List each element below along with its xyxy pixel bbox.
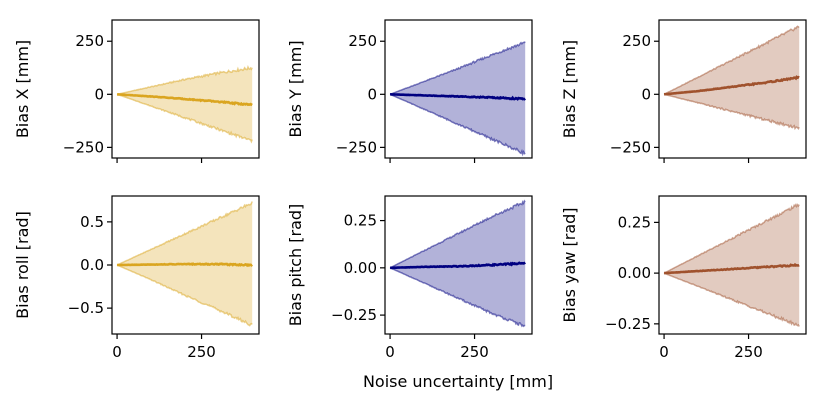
- bias-z-lower-line: [663, 93, 800, 131]
- bias-x-mean-line: [116, 93, 253, 107]
- bias-yaw-xtick-label: 250: [734, 343, 763, 361]
- bias-pitch-ylabel: Bias pitch [rad]: [286, 204, 305, 327]
- bias-pitch-band: [390, 201, 526, 327]
- bias-yaw-ytick-label: −0.25: [605, 315, 651, 333]
- bias-yaw-xtick-label: 0: [659, 343, 669, 361]
- bias-z-ytick-label: −250: [610, 138, 651, 156]
- subplot-bias-pitch: −0.25 0.00 0.25 0 250 Bias pitch [rad]: [286, 195, 533, 361]
- subplot-bias-yaw: −0.25 0.00 0.25 0 250 Bias yaw [rad]: [560, 195, 807, 361]
- bias-z-axes-frame: [658, 19, 807, 159]
- bias-pitch-xtick-label: 0: [385, 343, 395, 361]
- bias-y-lower-line: [389, 93, 526, 157]
- bias-roll-xtick-label: 0: [112, 343, 122, 361]
- bias-y-axes-frame: [384, 19, 533, 159]
- bias-pitch-mean-line: [390, 261, 526, 270]
- bias-roll-upper-line: [116, 201, 253, 266]
- bias-roll-ytick-label: −0.5: [68, 299, 104, 317]
- bias-x-ytick-label: −250: [63, 138, 104, 156]
- bias-roll-mean-line: [117, 262, 253, 268]
- bias-roll-ytick-label: 0.0: [80, 256, 104, 274]
- bias-roll-ytick-label: 0.5: [80, 213, 104, 231]
- bias-x-ytick-label: 0: [94, 85, 104, 103]
- bias-pitch-xtick-label: 250: [460, 343, 489, 361]
- bias-pitch-ytick-label: 0.25: [344, 212, 377, 230]
- bias-z-band: [664, 26, 800, 129]
- bias-y-upper-line: [389, 41, 526, 96]
- bias-pitch-ytick-label: 0.00: [344, 259, 377, 277]
- bias-yaw-ytick-label: 0.25: [618, 213, 651, 231]
- bias-x-ylabel: Bias X [mm]: [13, 40, 32, 138]
- subplot-bias-y: −250 0 250 Bias Y [mm]: [286, 19, 533, 163]
- bias-z-mean-line: [663, 75, 800, 96]
- subplot-bias-x: −250 0 250 Bias X [mm]: [13, 19, 260, 163]
- bias-z-upper-line: [663, 25, 800, 95]
- bias-y-ytick-label: 0: [367, 85, 377, 103]
- bias-yaw-lower-line: [663, 272, 800, 327]
- bias-yaw-axes-frame: [658, 195, 807, 335]
- bias-y-band: [390, 41, 526, 155]
- bias-z-ytick-label: 250: [622, 32, 651, 50]
- bias-y-ylabel: Bias Y [mm]: [286, 40, 305, 137]
- bias-roll-lower-line: [116, 264, 253, 327]
- bias-yaw-upper-line: [663, 203, 800, 274]
- bias-z-ytick-label: 0: [641, 85, 651, 103]
- bias-yaw-ytick-label: 0.00: [618, 264, 651, 282]
- bias-x-ytick-label: 250: [75, 32, 104, 50]
- bias-x-band: [117, 67, 253, 142]
- bias-x-upper-line: [116, 65, 253, 96]
- bias-yaw-band: [664, 204, 800, 327]
- figure-xlabel: Noise uncertainty [mm]: [363, 372, 553, 391]
- bias-yaw-mean-line: [664, 262, 800, 275]
- bias-x-lower-line: [116, 93, 253, 144]
- bias-y-ytick-label: −250: [336, 138, 377, 156]
- bias-x-axes-frame: [111, 19, 260, 159]
- bias-y-ytick-label: 250: [348, 32, 377, 50]
- bias-y-mean-line: [390, 93, 526, 101]
- bias-pitch-ytick-label: −0.25: [331, 306, 377, 324]
- bias-z-ylabel: Bias Z [mm]: [560, 40, 579, 138]
- bias-pitch-axes-frame: [384, 195, 533, 335]
- bias-yaw-ylabel: Bias yaw [rad]: [560, 207, 579, 322]
- bias-pitch-lower-line: [389, 267, 526, 328]
- subplot-bias-z: −250 0 250 Bias Z [mm]: [560, 19, 807, 163]
- bias-pitch-upper-line: [389, 199, 526, 269]
- bias-roll-ylabel: Bias roll [rad]: [13, 211, 32, 319]
- subplot-bias-roll: −0.5 0.0 0.5 0 250 Bias roll [rad]: [13, 195, 260, 361]
- bias-roll-xtick-label: 250: [187, 343, 216, 361]
